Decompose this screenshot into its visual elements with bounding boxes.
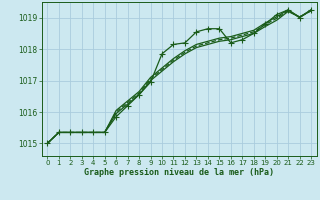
X-axis label: Graphe pression niveau de la mer (hPa): Graphe pression niveau de la mer (hPa) bbox=[84, 168, 274, 177]
